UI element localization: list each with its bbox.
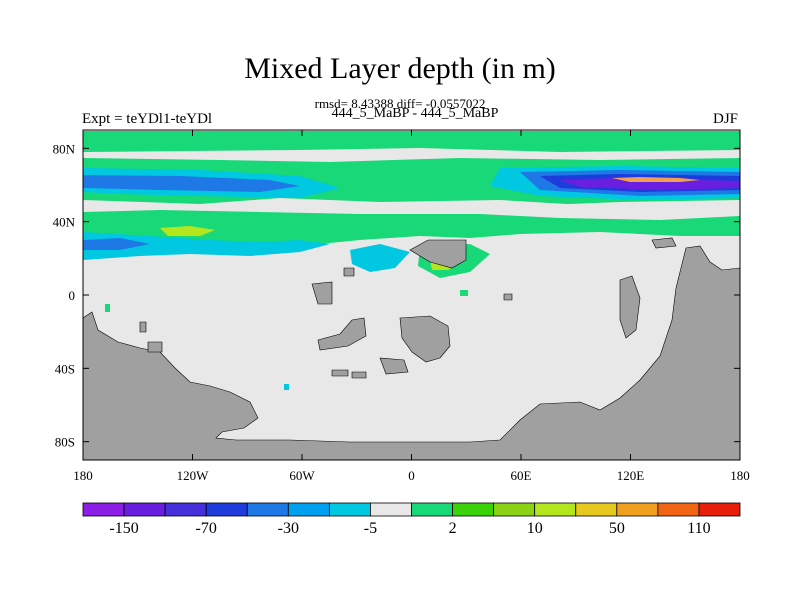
- colorbar-label: 10: [527, 520, 543, 537]
- land-asia-west-strip: [619, 275, 641, 339]
- colorbar-label: -5: [364, 520, 377, 537]
- land-island-small-5: [343, 267, 355, 277]
- colorbar-box: [82, 502, 125, 517]
- atlantic-midlat-blue: [350, 244, 410, 272]
- colorbar-label: -150: [109, 520, 138, 537]
- land-antarctica: [83, 245, 740, 460]
- y-tick-label: 80N: [53, 141, 76, 156]
- colorbar-box: [534, 502, 577, 517]
- season-label: DJF: [712, 111, 738, 127]
- orange-anomaly: [612, 177, 700, 182]
- yellowgreen-patch-west: [160, 226, 215, 236]
- colorbar-label: 2: [449, 520, 457, 537]
- land-island-small-4: [139, 321, 147, 333]
- colorbar-box: [575, 502, 618, 517]
- colorbar-box: [123, 502, 166, 517]
- colorbar-box: [452, 502, 495, 517]
- figure-title: Mixed Layer depth (in m): [244, 52, 556, 85]
- arctic-gap-white: [83, 148, 740, 162]
- north-pacific-blue: [83, 175, 300, 192]
- x-tick-label: 60W: [289, 468, 315, 483]
- y-tick-label: 40S: [55, 361, 75, 376]
- speck-1: [105, 304, 110, 312]
- north-atlantic-purple: [560, 178, 740, 190]
- land-island-small-6: [503, 293, 513, 301]
- colorbar-box: [205, 502, 248, 517]
- colorbar-box: [328, 502, 371, 517]
- x-tick-label: 0: [408, 468, 415, 483]
- map-field: [83, 130, 740, 460]
- colorbar-box: [246, 502, 289, 517]
- land-island-small-1: [331, 369, 349, 377]
- speck-3: [460, 290, 468, 296]
- land-africa: [399, 315, 451, 363]
- colorbar-box: [411, 502, 453, 517]
- land-arabia: [409, 239, 467, 269]
- colorbar-box: [164, 502, 207, 517]
- x-tick-label: 180: [730, 468, 750, 483]
- colorbar-box: [657, 502, 700, 517]
- land-island-small-2: [351, 371, 367, 379]
- y-tick-label: 80S: [55, 435, 75, 450]
- colorbar-box: [493, 502, 536, 517]
- midlat-gap-white: [83, 198, 740, 216]
- land-south-america-outline: [311, 281, 333, 305]
- x-tick-label: 120E: [617, 468, 645, 483]
- colorbar-label: -70: [196, 520, 217, 537]
- colorbar-label: 50: [609, 520, 625, 537]
- x-tick-label: 120W: [177, 468, 210, 483]
- colorbar-label: 110: [687, 520, 710, 537]
- land-island-chain-2: [379, 357, 409, 375]
- rmsd-stats: rmsd= 8.43388 diff= -0.0557022: [314, 96, 486, 111]
- pacific-lightblue-belt: [83, 232, 330, 260]
- y-tick-label: 40N: [53, 215, 76, 230]
- colorbar-box: [698, 502, 741, 517]
- x-tick-label: 60E: [511, 468, 532, 483]
- land-asia-east: [651, 237, 677, 249]
- land-island-small-3: [147, 341, 163, 353]
- land-island-chain-1: [317, 317, 367, 351]
- colorbar: -150 -70 -30 -5 2 10 50 110: [82, 502, 741, 537]
- colorbar-box: [287, 502, 330, 517]
- arctic-band: [83, 131, 740, 153]
- x-tick-label: 180: [73, 468, 93, 483]
- axis-ticks: 180 120W 60W 0 60E 120E 180 80N 40N 0 40S 80S: [53, 130, 750, 483]
- y-tick-label: 0: [69, 288, 76, 303]
- colorbar-box: [616, 502, 659, 517]
- pacific-blue-patch: [83, 238, 150, 250]
- experiment-label: Expt = teYDl1-teYDl: [82, 111, 213, 127]
- colorbar-box: [370, 502, 412, 517]
- speck-2: [284, 384, 289, 390]
- colorbar-label: -30: [278, 520, 299, 537]
- figure-subtitle: 444_5_MaBP - 444_5_MaBP: [331, 106, 499, 121]
